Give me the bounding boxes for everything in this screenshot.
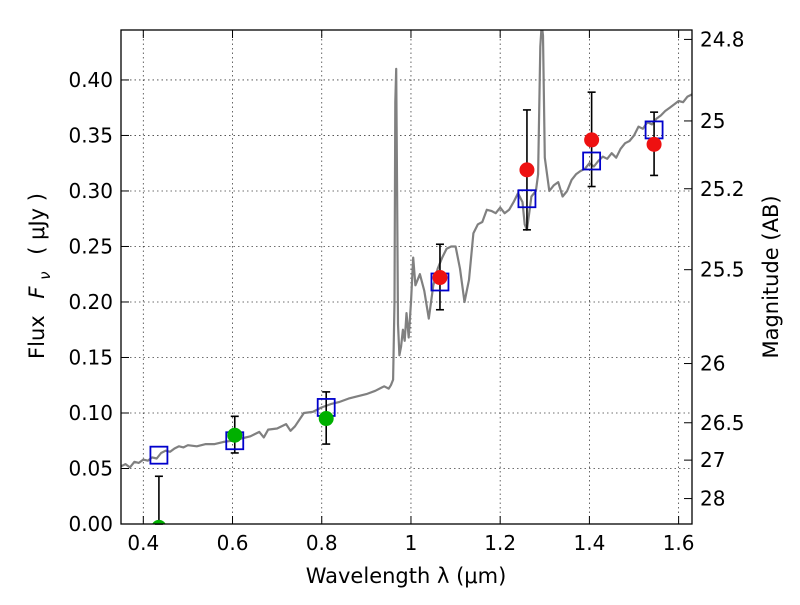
- ticks: 0.4 0.6 0.8 1 1.2 1.4 1.6 0.00 0.05 0.10 0.15 0.20 0…: [68, 27, 744, 555]
- photometry-point: [584, 132, 600, 148]
- y-axis-label-unit: ( μJy ): [25, 193, 49, 255]
- photometry-point: [227, 427, 243, 443]
- y2-tick-label: 24.8: [700, 27, 745, 51]
- x-tick-label: 0.4: [127, 531, 159, 555]
- y-tick-label: 0.25: [68, 234, 113, 258]
- x-tick-label: 1: [405, 531, 418, 555]
- y-axis-label-nu: ν: [36, 271, 54, 279]
- y-tick-label: 0.40: [68, 68, 113, 92]
- y2-tick-label: 25.2: [700, 177, 745, 201]
- y-axis-label-f: F: [25, 286, 49, 299]
- y-tick-label: 0.15: [68, 345, 113, 369]
- y-tick-label: 0.05: [68, 456, 113, 480]
- x-tick-label: 1.4: [573, 531, 605, 555]
- photometry-point: [152, 519, 166, 524]
- photometry-point: [646, 136, 662, 152]
- spectrum-line: [121, 30, 692, 469]
- y-tick-label: 0.00: [68, 512, 113, 536]
- x-tick-label: 1.6: [663, 531, 695, 555]
- model-box: [149, 445, 169, 465]
- y-axis-label: Flux F ν ( μJy ): [25, 193, 55, 359]
- spectrum-series: [121, 30, 692, 469]
- error-bars: [154, 91, 659, 525]
- y-tick-label: 0.35: [68, 123, 113, 147]
- x-tick-label: 1.2: [484, 531, 516, 555]
- photometry-point: [519, 162, 535, 178]
- photometry-series: [152, 132, 662, 524]
- photometry-point: [318, 411, 334, 427]
- y-tick-label: 0.20: [68, 290, 113, 314]
- y2-tick-label: 25: [700, 109, 725, 133]
- y2-tick-label: 27: [700, 448, 725, 472]
- model-box: [582, 151, 602, 171]
- x-tick-label: 0.8: [306, 531, 338, 555]
- x-tick-label: 0.6: [217, 531, 249, 555]
- x-axis-label: Wavelength λ (μm): [306, 564, 507, 588]
- model-box: [517, 189, 537, 209]
- y2-tick-label: 25.5: [700, 258, 745, 282]
- y-tick-label: 0.10: [68, 401, 113, 425]
- y-tick-label: 0.30: [68, 179, 113, 203]
- y2-tick-label: 28: [700, 487, 725, 511]
- y-axis-label-flux: Flux: [25, 315, 49, 359]
- y2-tick-label: 26.5: [700, 411, 745, 435]
- y2-tick-label: 26: [700, 352, 725, 376]
- model-box-series: [149, 120, 664, 465]
- grid: [121, 30, 692, 525]
- right-axis-label: Magnitude (AB): [759, 195, 783, 358]
- photometry-point: [432, 270, 448, 286]
- plot-frame: [120, 29, 693, 525]
